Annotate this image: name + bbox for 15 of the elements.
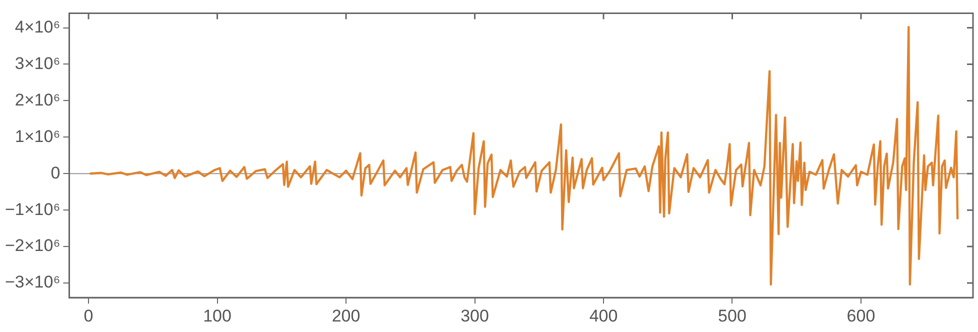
y-tick-label: 4×10⁶ (14, 17, 60, 36)
x-tick-label: 400 (589, 306, 618, 326)
y-tick-label: 0 (50, 163, 60, 182)
x-tick-label: 600 (846, 306, 876, 326)
x-tick-label: 500 (718, 306, 746, 326)
y-tick-label: −3×10⁶ (5, 272, 60, 292)
y-tick-label: −2×10⁶ (5, 236, 60, 256)
x-tick-label: 300 (460, 306, 489, 326)
y-tick-label: 1×10⁶ (14, 126, 60, 146)
y-tick-label: 3×10⁶ (14, 54, 60, 73)
x-tick-label: 0 (84, 306, 94, 326)
y-tick-label: −1×10⁶ (5, 200, 60, 219)
x-tick-label: 100 (203, 306, 232, 326)
x-tick-label: 200 (332, 306, 360, 326)
y-tick-label: 2×10⁶ (14, 90, 60, 110)
